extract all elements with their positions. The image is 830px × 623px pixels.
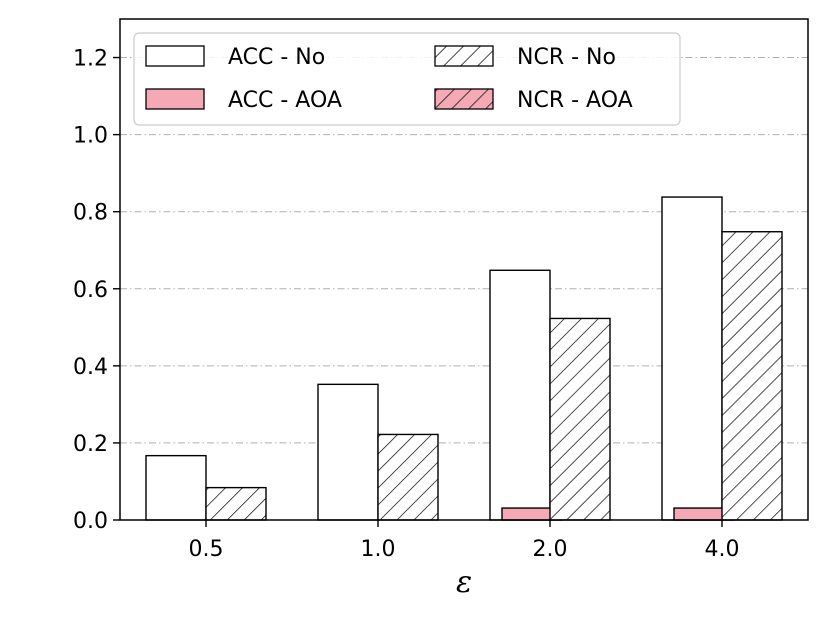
bar-ncr-no — [205, 486, 267, 521]
bar-acc-no — [145, 454, 207, 521]
x-axis-title: ε — [456, 565, 472, 600]
y-axis-ticks: 0.0 0.2 0.4 0.6 0.8 1.0 1.2 — [73, 47, 120, 534]
legend-swatch — [434, 88, 494, 110]
plot-frame — [119, 18, 809, 521]
x-tick-label: 1.0 — [361, 537, 396, 562]
y-tick-label: 1.2 — [73, 47, 108, 72]
x-tick-label: 2.0 — [533, 537, 568, 562]
y-tick-label: 0.6 — [73, 278, 108, 303]
legend-swatch — [434, 45, 494, 67]
bar-ncr-no — [721, 231, 783, 521]
bar-acc-no — [489, 269, 551, 521]
y-tick-label: 0.8 — [73, 201, 108, 226]
x-axis-ticks: 0.5 1.0 2.0 4.0 — [189, 520, 740, 562]
bars-group — [145, 196, 783, 521]
x-tick-label: 4.0 — [705, 537, 740, 562]
legend-label: ACC - No — [228, 45, 325, 70]
bar-ncr-no — [549, 317, 611, 521]
legend-label: NCR - AOA — [517, 88, 633, 113]
y-tick-label: 0.4 — [73, 355, 108, 380]
legend-label: NCR - No — [517, 45, 616, 70]
x-tick-label: 0.5 — [189, 537, 224, 562]
legend-swatch — [145, 88, 205, 110]
legend: ACC - No ACC - AOA NCR - No NCR - AOA — [133, 32, 681, 126]
legend-box — [133, 32, 681, 126]
bar-ncr-no — [377, 433, 439, 521]
legend-swatch — [145, 45, 205, 67]
bar-acc-no — [317, 383, 379, 521]
y-tick-label: 0.0 — [73, 509, 108, 534]
bar-acc-no — [661, 196, 723, 521]
y-tick-label: 0.2 — [73, 432, 108, 457]
legend-label: ACC - AOA — [228, 88, 342, 113]
y-tick-label: 1.0 — [73, 124, 108, 149]
